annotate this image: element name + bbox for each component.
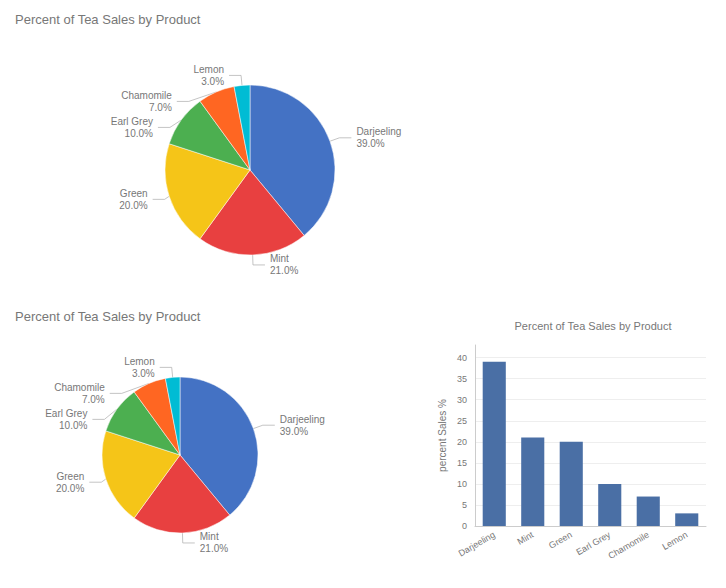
svg-text:7.0%: 7.0% [149, 102, 172, 113]
svg-text:7.0%: 7.0% [82, 394, 105, 405]
svg-text:20.0%: 20.0% [119, 200, 147, 211]
svg-text:5: 5 [462, 500, 467, 510]
svg-text:Chamomile: Chamomile [121, 90, 172, 101]
svg-text:20: 20 [457, 437, 467, 447]
svg-text:10: 10 [457, 479, 467, 489]
svg-text:10.0%: 10.0% [59, 420, 87, 431]
svg-text:0: 0 [462, 521, 467, 531]
svg-text:40: 40 [457, 353, 467, 363]
svg-text:20.0%: 20.0% [56, 483, 84, 494]
svg-text:Chamomile: Chamomile [606, 530, 650, 561]
svg-text:Green: Green [57, 471, 85, 482]
svg-text:Darjeeling: Darjeeling [280, 414, 325, 425]
svg-text:21.0%: 21.0% [270, 265, 298, 276]
svg-text:Darjeeling: Darjeeling [457, 530, 497, 559]
svg-text:Earl Grey: Earl Grey [111, 116, 153, 127]
svg-text:Percent of Tea Sales by Produc: Percent of Tea Sales by Product [515, 320, 672, 332]
svg-text:percent Sales %: percent Sales % [437, 399, 448, 472]
svg-text:10.0%: 10.0% [125, 128, 153, 139]
svg-text:39.0%: 39.0% [356, 138, 384, 149]
svg-text:39.0%: 39.0% [280, 426, 308, 437]
svg-text:25: 25 [457, 416, 467, 426]
svg-text:Green: Green [547, 530, 574, 551]
svg-text:30: 30 [457, 395, 467, 405]
svg-text:Green: Green [120, 188, 148, 199]
svg-text:Lemon: Lemon [124, 356, 155, 367]
svg-text:3.0%: 3.0% [132, 368, 155, 379]
svg-text:15: 15 [457, 458, 467, 468]
svg-text:Chamomile: Chamomile [54, 382, 105, 393]
svg-text:Darjeeling: Darjeeling [356, 126, 401, 137]
svg-text:Earl Grey: Earl Grey [45, 408, 87, 419]
svg-text:Percent of Tea Sales by Produc: Percent of Tea Sales by Product [15, 12, 201, 27]
svg-text:Mint: Mint [200, 531, 219, 542]
svg-text:35: 35 [457, 374, 467, 384]
svg-text:Lemon: Lemon [193, 64, 224, 75]
svg-text:Lemon: Lemon [660, 530, 689, 552]
svg-text:Mint: Mint [270, 253, 289, 264]
svg-text:Earl Grey: Earl Grey [574, 529, 613, 558]
svg-text:Mint: Mint [516, 529, 536, 546]
svg-text:21.0%: 21.0% [200, 543, 228, 554]
svg-text:Percent of Tea Sales by Produc: Percent of Tea Sales by Product [15, 309, 201, 324]
svg-text:3.0%: 3.0% [201, 76, 224, 87]
